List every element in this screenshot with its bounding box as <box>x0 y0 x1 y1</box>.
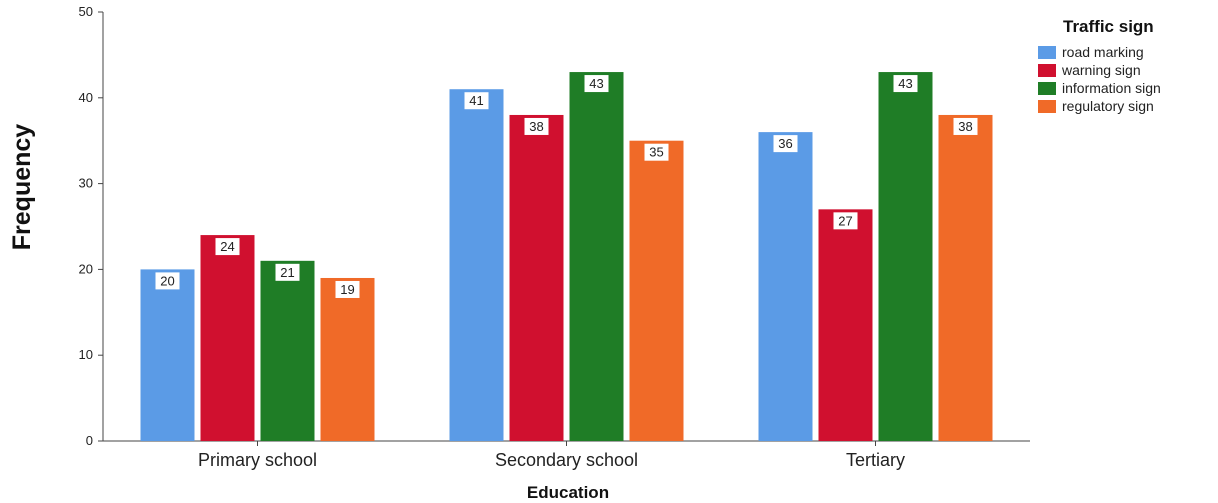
bar <box>938 114 993 442</box>
data-label-bg <box>464 92 489 110</box>
y-tick-label: 30 <box>79 176 93 191</box>
y-tick-label: 40 <box>79 90 93 105</box>
y-axis: 0 10 20 30 40 50 <box>79 4 104 448</box>
x-tick-label: Tertiary <box>846 450 905 470</box>
data-label: 35 <box>649 145 663 160</box>
y-tick-label: 50 <box>79 4 93 19</box>
data-label-bg <box>335 280 360 298</box>
data-label: 43 <box>589 76 603 91</box>
data-label: 20 <box>160 273 174 288</box>
legend: Traffic sign road marking warning sign inf… <box>1038 17 1161 114</box>
data-label-bg <box>524 117 549 135</box>
bar <box>629 140 684 441</box>
data-label-bg <box>644 143 669 161</box>
y-axis-title: Frequency <box>8 124 36 251</box>
x-axis-title: Education <box>527 483 609 502</box>
data-label: 21 <box>280 265 294 280</box>
bar <box>140 269 195 441</box>
data-label-bg <box>584 75 609 93</box>
data-label: 38 <box>529 119 543 134</box>
y-tick-label: 20 <box>79 261 93 276</box>
bar <box>200 235 255 441</box>
data-label-bg <box>275 263 300 281</box>
bar <box>449 89 504 441</box>
data-label: 19 <box>340 282 354 297</box>
bar <box>320 277 375 441</box>
x-tick-label: Secondary school <box>495 450 638 470</box>
data-label-bg <box>773 135 798 153</box>
bar <box>260 260 315 441</box>
data-label: 24 <box>220 239 234 254</box>
data-label-bg <box>155 272 180 290</box>
x-axis: Primary school Secondary school Tertiary <box>103 440 1030 470</box>
bar <box>569 72 624 441</box>
legend-swatch <box>1038 64 1056 77</box>
data-label-bg <box>893 75 918 93</box>
data-label-bg <box>953 117 978 135</box>
bar <box>818 209 873 441</box>
data-label: 36 <box>778 136 792 151</box>
data-label-bg <box>833 212 858 230</box>
legend-swatch <box>1038 46 1056 59</box>
bar <box>509 114 564 442</box>
legend-item-label: warning sign <box>1061 62 1141 78</box>
bar <box>878 72 933 441</box>
data-label: 27 <box>838 213 852 228</box>
x-tick-label: Primary school <box>198 450 317 470</box>
legend-item-label: information sign <box>1062 80 1161 96</box>
data-label: 41 <box>469 93 483 108</box>
data-label: 38 <box>958 119 972 134</box>
bars <box>140 72 993 442</box>
data-labels: 20 24 21 19 41 38 43 35 36 27 43 38 <box>155 75 978 298</box>
y-tick-label: 0 <box>86 433 93 448</box>
legend-title: Traffic sign <box>1063 17 1154 36</box>
legend-item-label: regulatory sign <box>1062 98 1154 114</box>
legend-item-label: road marking <box>1062 44 1144 60</box>
data-label: 43 <box>898 76 912 91</box>
legend-swatch <box>1038 82 1056 95</box>
data-label-bg <box>215 238 240 256</box>
legend-swatch <box>1038 100 1056 113</box>
bar <box>758 132 813 441</box>
y-tick-label: 10 <box>79 347 93 362</box>
